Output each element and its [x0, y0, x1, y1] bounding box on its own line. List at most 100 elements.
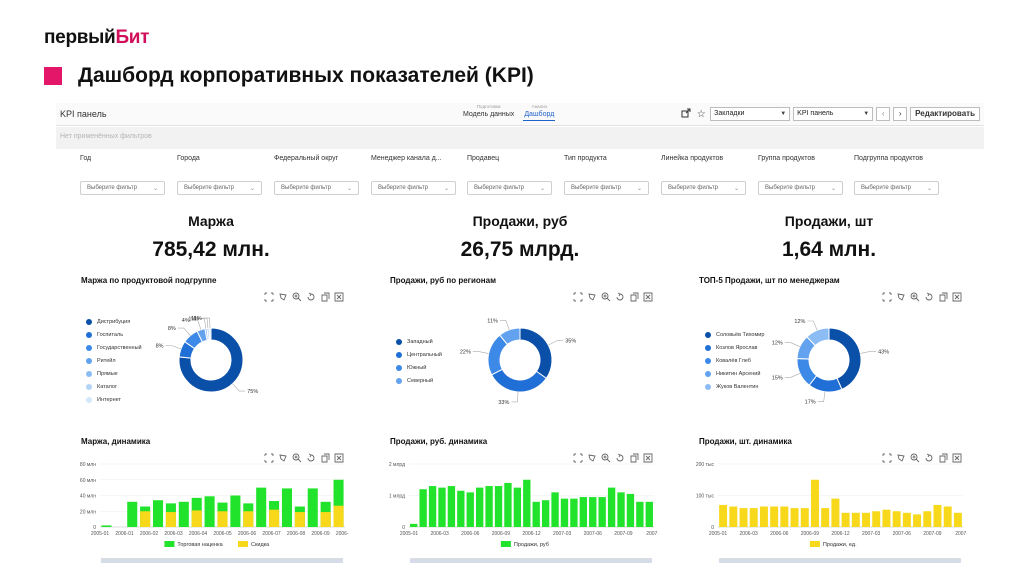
bar[interactable]: [645, 501, 653, 527]
bar[interactable]: [419, 489, 427, 527]
bar[interactable]: [780, 506, 789, 527]
bar[interactable]: [589, 497, 597, 527]
legend-item[interactable]: Южный: [396, 361, 442, 374]
prev-button[interactable]: ‹: [876, 107, 891, 121]
bar[interactable]: [800, 508, 809, 527]
bookmarks-select[interactable]: Закладки ▼: [710, 107, 791, 121]
zoom-in-icon[interactable]: [910, 292, 920, 302]
edit-button[interactable]: Редактировать: [910, 107, 980, 121]
bar[interactable]: [617, 492, 625, 527]
filter-select[interactable]: Выберите фильтр ⌄: [467, 181, 552, 195]
lasso-icon[interactable]: [278, 292, 288, 302]
tab-dashboard[interactable]: Анализ Дашборд: [523, 104, 556, 121]
bar[interactable]: [841, 512, 850, 527]
bar[interactable]: [532, 501, 540, 527]
bar[interactable]: [217, 511, 228, 527]
bar[interactable]: [831, 498, 840, 527]
bar[interactable]: [790, 508, 799, 527]
bar[interactable]: [810, 479, 819, 527]
bar[interactable]: [269, 509, 280, 527]
bar[interactable]: [862, 512, 871, 527]
bar[interactable]: [570, 498, 578, 527]
frame-select-icon[interactable]: [573, 453, 583, 463]
reset-icon[interactable]: [615, 292, 625, 302]
bar[interactable]: [933, 504, 942, 527]
bar[interactable]: [749, 508, 758, 527]
legend-label[interactable]: Продажи, руб: [514, 542, 549, 548]
bar[interactable]: [739, 508, 748, 527]
bar[interactable]: [204, 496, 215, 527]
bar[interactable]: [523, 479, 531, 527]
scrollbar[interactable]: [101, 558, 343, 563]
bar[interactable]: [256, 487, 267, 527]
bar[interactable]: [551, 492, 559, 527]
copy-icon[interactable]: [938, 292, 948, 302]
scrollbar[interactable]: [719, 558, 961, 563]
panel-select[interactable]: KPI панель ▼: [793, 107, 874, 121]
close-square-icon[interactable]: [643, 453, 653, 463]
legend-item[interactable]: Центральный: [396, 348, 442, 361]
zoom-in-icon[interactable]: [601, 453, 611, 463]
legend-label[interactable]: Торговая наценка: [177, 542, 223, 548]
legend-item[interactable]: Никитин Арсений: [705, 367, 764, 380]
copy-icon[interactable]: [320, 292, 330, 302]
donut-slice[interactable]: [208, 327, 212, 341]
reset-icon[interactable]: [615, 453, 625, 463]
bar[interactable]: [475, 487, 484, 527]
filter-select[interactable]: Выберите фильтр ⌄: [177, 181, 262, 195]
bar[interactable]: [494, 486, 503, 527]
bar[interactable]: [821, 508, 830, 527]
legend-item[interactable]: Соловьёв Тихомир: [705, 328, 764, 341]
bar[interactable]: [943, 506, 952, 527]
frame-select-icon[interactable]: [264, 453, 274, 463]
bar[interactable]: [504, 482, 512, 527]
lasso-icon[interactable]: [896, 453, 906, 463]
reset-icon[interactable]: [306, 292, 316, 302]
star-icon[interactable]: ☆: [696, 108, 706, 120]
zoom-in-icon[interactable]: [292, 453, 302, 463]
bar[interactable]: [953, 512, 962, 527]
tab-data-model[interactable]: Подготовка Модель данных: [462, 104, 515, 121]
legend-label[interactable]: Скидка: [251, 542, 270, 548]
filter-select[interactable]: Выберите фильтр ⌄: [274, 181, 359, 195]
bar[interactable]: [626, 493, 635, 527]
reset-icon[interactable]: [306, 453, 316, 463]
legend-label[interactable]: Продажи, ед.: [823, 542, 857, 548]
frame-select-icon[interactable]: [264, 292, 274, 302]
bar[interactable]: [729, 506, 738, 527]
bar[interactable]: [438, 487, 446, 527]
share-icon[interactable]: [680, 108, 692, 121]
bar[interactable]: [191, 510, 202, 527]
lasso-icon[interactable]: [896, 292, 906, 302]
legend-item[interactable]: Прямые: [86, 367, 142, 380]
bar[interactable]: [410, 523, 418, 527]
legend-item[interactable]: Госпиталь: [86, 328, 142, 341]
legend-item[interactable]: Ковалёв Глеб: [705, 354, 764, 367]
filter-select[interactable]: Выберите фильтр ⌄: [854, 181, 939, 195]
bar[interactable]: [307, 488, 318, 527]
bar[interactable]: [872, 511, 881, 527]
zoom-in-icon[interactable]: [292, 292, 302, 302]
next-button[interactable]: ›: [893, 107, 908, 121]
bar[interactable]: [882, 509, 891, 527]
legend-item[interactable]: Ритейл: [86, 354, 142, 367]
close-square-icon[interactable]: [334, 453, 344, 463]
bar[interactable]: [230, 495, 241, 528]
bar[interactable]: [719, 504, 728, 527]
bar[interactable]: [636, 501, 644, 527]
bar[interactable]: [892, 511, 901, 527]
legend-item[interactable]: Интернет: [86, 393, 142, 406]
bar[interactable]: [333, 505, 344, 527]
legend-item[interactable]: Каталог: [86, 380, 142, 393]
bar[interactable]: [560, 498, 569, 527]
donut-slice[interactable]: [178, 327, 244, 393]
filter-select[interactable]: Выберите фильтр ⌄: [564, 181, 649, 195]
legend-item[interactable]: Западный: [396, 335, 442, 348]
donut-slice[interactable]: [490, 368, 547, 393]
close-square-icon[interactable]: [952, 453, 962, 463]
bar[interactable]: [485, 486, 493, 527]
donut-slice[interactable]: [499, 327, 521, 346]
bar[interactable]: [466, 492, 474, 527]
bar[interactable]: [541, 500, 550, 527]
bar[interactable]: [140, 511, 151, 527]
